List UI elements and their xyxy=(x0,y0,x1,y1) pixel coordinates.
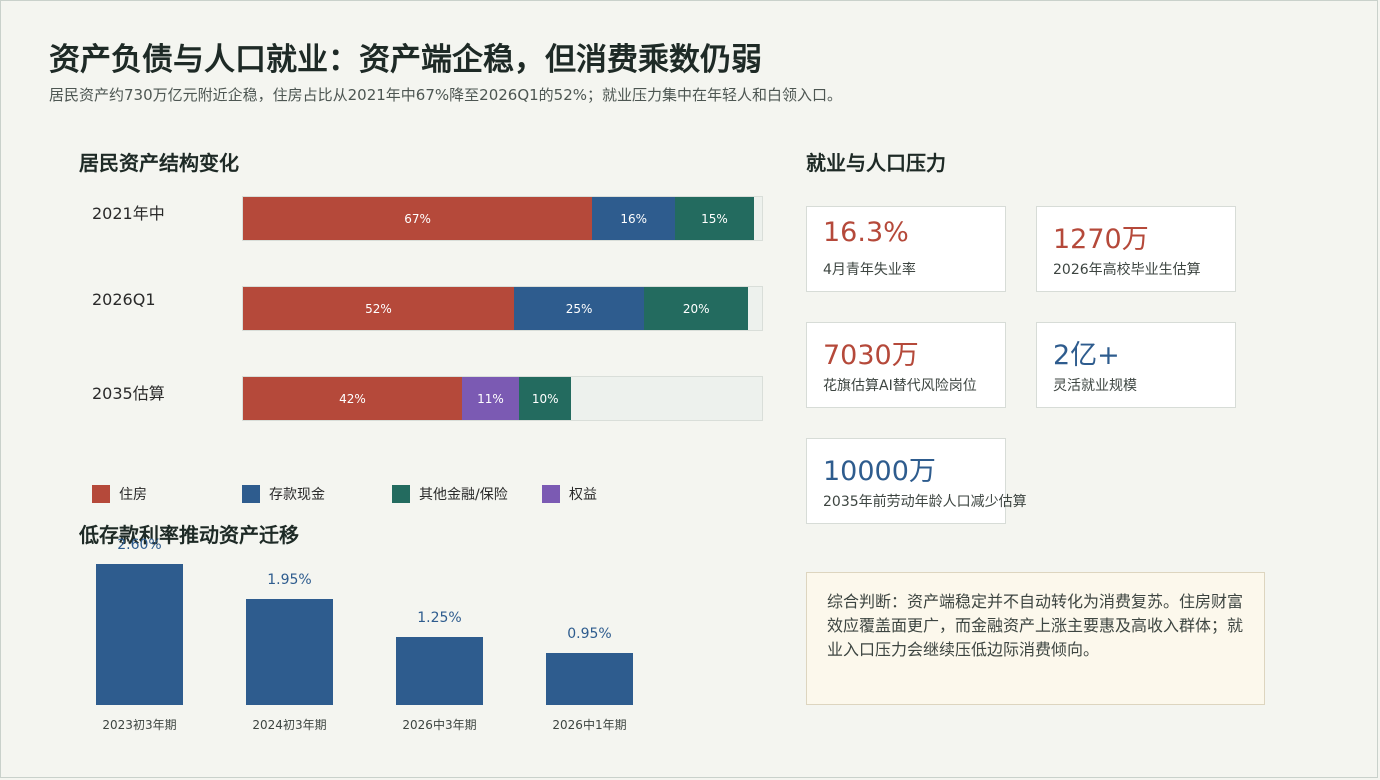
bar-track: 52% 25% 20% xyxy=(242,286,763,331)
page-title: 资产负债与人口就业：资产端企稳，但消费乘数仍弱 xyxy=(49,42,762,78)
bar-segment: 16% xyxy=(592,197,676,240)
rate-bar xyxy=(96,564,183,705)
legend-swatch xyxy=(92,485,110,503)
kpi-card-ai-risk-jobs: 7030万 花旗估算AI替代风险岗位 xyxy=(806,322,1006,408)
bar-segment: 25% xyxy=(513,287,645,330)
bar-track: 67% 16% 15% xyxy=(242,196,763,241)
bar-segment: 10% xyxy=(519,377,572,420)
rate-category-label: 2023初3年期 xyxy=(102,718,177,732)
bar-segment: 52% xyxy=(243,287,514,330)
bar-row-label: 2021年中 xyxy=(92,204,165,223)
kpi-value: 7030万 xyxy=(823,340,919,371)
legend-swatch xyxy=(242,485,260,503)
bar-row-label: 2026Q1 xyxy=(92,290,156,309)
bar-row-label: 2035估算 xyxy=(92,384,165,403)
page-subtitle: 居民资产约730万亿元附近企稳，住房占比从2021年中67%降至2026Q1的5… xyxy=(49,86,843,104)
summary-note: 综合判断：资产端稳定并不自动转化为消费复苏。住房财富效应覆盖面更广，而金融资产上… xyxy=(806,572,1265,705)
rate-category-label: 2026中3年期 xyxy=(402,718,477,732)
bar-segment: 11% xyxy=(461,377,520,420)
legend-label: 权益 xyxy=(569,487,597,503)
legend-label: 存款现金 xyxy=(269,487,325,503)
rate-value-label: 1.25% xyxy=(417,610,462,627)
kpi-card-graduates: 1270万 2026年高校毕业生估算 xyxy=(1036,206,1236,292)
kpi-card-youth-unemployment: 16.3% 4月青年失业率 xyxy=(806,206,1006,292)
asset-chart-title: 居民资产结构变化 xyxy=(79,151,239,175)
asset-chart-legend: 住房 存款现金 其他金融/保险 权益 xyxy=(92,484,692,504)
legend-item: 住房 xyxy=(92,484,242,504)
legend-item: 存款现金 xyxy=(242,484,392,504)
bar-segment: 15% xyxy=(675,197,754,240)
kpi-card-labor-decline: 10000万 2035年前劳动年龄人口减少估算 xyxy=(806,438,1027,524)
rate-category-label: 2024初3年期 xyxy=(252,718,327,732)
kpi-label: 2035年前劳动年龄人口减少估算 xyxy=(823,494,1027,510)
kpi-section-title: 就业与人口压力 xyxy=(806,151,946,175)
bar-segment: 67% xyxy=(243,197,593,240)
legend-item: 权益 xyxy=(542,484,692,504)
kpi-value: 16.3% xyxy=(823,217,909,248)
kpi-value: 2亿+ xyxy=(1053,340,1120,371)
bar-segment: 20% xyxy=(644,287,749,330)
rate-category-label: 2026中1年期 xyxy=(552,718,627,732)
kpi-label: 2026年高校毕业生估算 xyxy=(1053,262,1201,278)
legend-label: 住房 xyxy=(119,487,147,503)
legend-item: 其他金融/保险 xyxy=(392,484,542,504)
rate-bar xyxy=(396,637,483,705)
kpi-label: 4月青年失业率 xyxy=(823,262,916,278)
bar-track: 42% 11% 10% xyxy=(242,376,763,421)
rate-value-label: 1.95% xyxy=(267,572,312,589)
legend-swatch xyxy=(542,485,560,503)
kpi-value: 10000万 xyxy=(823,456,936,487)
kpi-label: 灵活就业规模 xyxy=(1053,378,1137,394)
rate-bar xyxy=(546,653,633,705)
rate-chart-title: 低存款利率推动资产迁移 xyxy=(79,523,299,547)
kpi-label: 花旗估算AI替代风险岗位 xyxy=(823,378,977,394)
rate-bar xyxy=(246,599,333,705)
rate-value-label: 0.95% xyxy=(567,626,612,643)
kpi-card-flexible-employment: 2亿+ 灵活就业规模 xyxy=(1036,322,1236,408)
kpi-value: 1270万 xyxy=(1053,224,1149,255)
rate-value-label: 2.60% xyxy=(117,537,162,553)
legend-swatch xyxy=(392,485,410,503)
bar-segment: 42% xyxy=(243,377,462,420)
legend-label: 其他金融/保险 xyxy=(419,487,508,503)
